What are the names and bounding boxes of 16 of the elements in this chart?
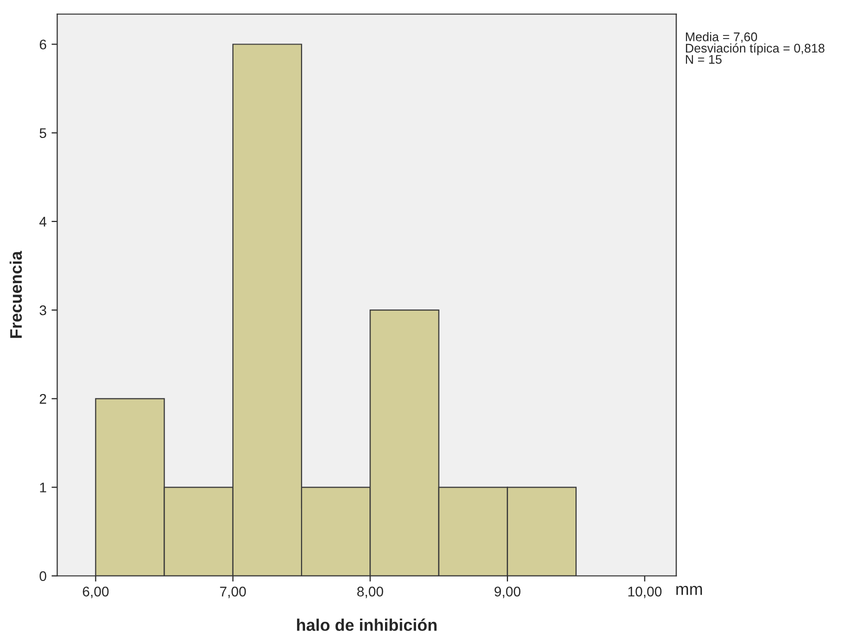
y-tick-label: 4 bbox=[39, 216, 46, 226]
y-tick-label: 3 bbox=[40, 305, 46, 316]
text: Media = 7,60 Desviación típica = 0,818 N = 15 bbox=[686, 32, 824, 64]
y-tick-label: 5 bbox=[40, 128, 46, 138]
x-tick-label: 10,00 bbox=[628, 586, 662, 598]
x-tick-label: 7,00 bbox=[220, 586, 246, 598]
x-axis-title: halo de inhibición bbox=[297, 618, 437, 631]
y-tick-label: 1 bbox=[40, 482, 46, 492]
y-axis-title: Frecuencia bbox=[10, 250, 22, 338]
y-tick-label: 2 bbox=[40, 394, 46, 404]
x-tick-label: 8,00 bbox=[357, 586, 384, 598]
y-tick-label: 0 bbox=[40, 571, 46, 582]
x-tick-label: 9,00 bbox=[494, 586, 520, 598]
text: mm bbox=[676, 586, 702, 595]
x-tick-label: 6,00 bbox=[82, 586, 109, 598]
y-tick-label: 6 bbox=[40, 40, 46, 50]
